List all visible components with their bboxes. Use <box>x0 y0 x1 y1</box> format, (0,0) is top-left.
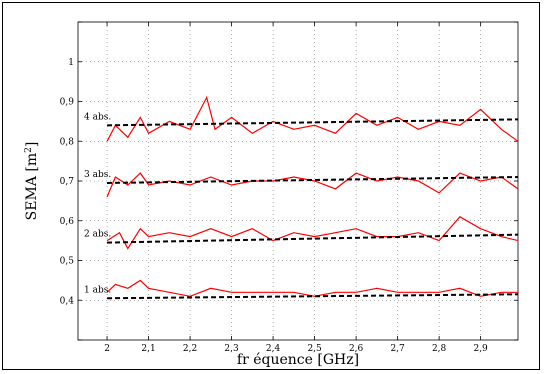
fit-series-line <box>107 176 519 184</box>
series-label: 4 abs. <box>84 112 111 122</box>
x-tick-label: 2,1 <box>141 344 155 354</box>
y-tick-label: 0,9 <box>60 98 75 108</box>
x-tick-label: 2 <box>104 344 110 354</box>
y-axis-title-superscript: 2 <box>24 147 34 153</box>
x-tick-label: 2,9 <box>473 344 488 354</box>
y-tick-label: 0,4 <box>60 296 75 306</box>
x-axis-title: fr équence [GHz] <box>237 352 359 368</box>
series-label: 1 abs. <box>84 285 111 295</box>
y-tick-label: 0,8 <box>60 137 75 147</box>
measured-series-line <box>106 95 519 142</box>
x-tick-label: 2,6 <box>349 344 364 354</box>
series-label: 2 abs. <box>84 230 111 240</box>
measured-series-line <box>106 279 518 297</box>
y-tick-label: 0,6 <box>60 217 75 227</box>
x-tick-label: 2,5 <box>307 344 322 354</box>
x-tick-label: 2,3 <box>224 344 239 354</box>
y-tick-label: 0,7 <box>60 177 75 187</box>
x-tick-label: 2,7 <box>390 344 405 354</box>
fit-series-line <box>107 118 519 127</box>
x-tick-label: 2,4 <box>266 344 281 354</box>
y-tick-label: 1 <box>68 58 74 68</box>
fit-series-line <box>107 233 519 244</box>
figure-frame <box>2 2 540 370</box>
x-tick-label: 2,8 <box>432 344 447 354</box>
fit-series-line <box>107 293 519 300</box>
y-axis-title: SEMA [m2] <box>24 142 40 221</box>
measured-series-line <box>106 216 519 250</box>
y-axis-title-close: ] <box>24 142 40 147</box>
y-tick-label: 0,5 <box>60 257 75 267</box>
measured-series-line <box>106 172 519 198</box>
series-label: 3 abs. <box>84 170 111 180</box>
y-axis-title-main: SEMA [m <box>24 153 40 220</box>
x-tick-label: 2,2 <box>183 344 197 354</box>
